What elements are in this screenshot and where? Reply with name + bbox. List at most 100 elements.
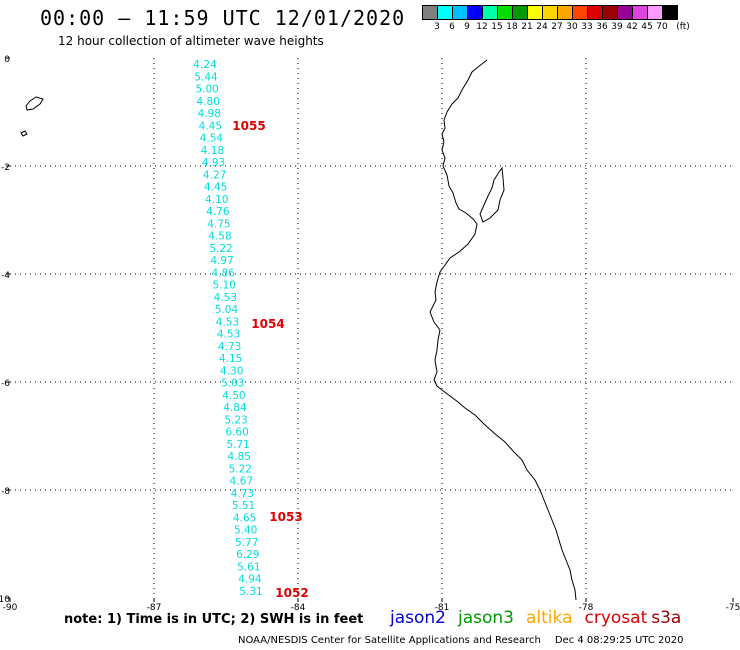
scale-tick-label: 30 [566,22,578,32]
footer-credit: NOAA/NESDIS Center for Satellite Applica… [238,635,683,646]
footer-note: note: 1) Time is in UTC; 2) SWH is in fe… [64,612,364,627]
wave-height-label: 5.23 [224,414,247,426]
scale-tick-label: 39 [611,22,623,32]
wave-height-label: 4.24 [193,59,217,71]
wave-height-label: 4.86 [211,267,235,279]
wave-height-label: 4.18 [201,145,224,157]
wave-height-label: 4.27 [203,169,226,181]
wave-height-label: 4.45 [199,120,222,132]
satellite-legend: jason2 jason3 altika cryosat s3a [390,608,693,628]
wave-height-label: 6.60 [225,427,248,439]
scale-tick-label: 12 [476,22,488,32]
wave-height-label: 5.22 [229,463,252,475]
wave-height-label: 4.30 [220,365,243,377]
wave-height-label: 6.29 [236,549,259,561]
wave-height-label: 5.03 [221,378,244,390]
scale-tick-label: 9 [464,22,470,32]
pass-time-label: 1052 [275,586,308,600]
wave-height-label: 5.31 [239,586,262,598]
scale-tick-label: 42 [626,22,638,32]
pass-time-label: 1053 [269,510,302,524]
scale-tick-label: 27 [551,22,563,32]
wave-height-label: 4.97 [210,255,233,267]
wave-height-label: 5.10 [213,280,236,292]
wave-height-label: 4.45 [204,182,227,194]
wave-height-label: 5.04 [215,304,239,316]
wave-height-label: 5.77 [235,537,258,549]
wave-height-label: 4.93 [202,157,225,169]
wave-height-label: 4.58 [208,231,231,243]
generated-timestamp: Dec 4 08:29:25 UTC 2020 [554,635,684,646]
scale-tick-label: 45 [641,22,653,32]
page-title: 00:00 – 11:59 UTC 12/01/2020 [40,6,406,30]
wave-height-label: 4.53 [216,316,239,328]
credit-text: NOAA/NESDIS Center for Satellite Applica… [238,635,541,646]
wave-height-label: 4.84 [223,402,247,414]
lon-tick-label: -90 [3,603,18,613]
wave-height-label: 4.75 [207,218,230,230]
scale-tick-label: 24 [536,22,548,32]
wave-height-label: 5.40 [234,525,257,537]
scale-tick-label: 33 [581,22,593,32]
page-subtitle: 12 hour collection of altimeter wave hei… [58,34,324,48]
scale-tick-label: 6 [449,22,455,32]
scale-tick-label: 21 [521,22,533,32]
lat-tick-label: -2 [1,163,10,173]
lon-tick-label: -84 [291,603,306,613]
lat-tick-label: -4 [1,271,10,281]
wave-height-label: 4.54 [200,133,224,145]
wave-height-label: 4.94 [238,574,262,586]
lon-tick-label: -75 [726,603,740,613]
lat-tick-label: -10 [0,595,10,605]
wave-height-label: 4.76 [206,206,230,218]
lat-tick-label: -8 [1,487,10,497]
scale-tick-label: 18 [506,22,518,32]
wave-height-label: 4.98 [198,108,221,120]
satellite-jason3-label: jason3 [458,608,514,628]
wave-height-label: 4.85 [228,451,251,463]
satellite-cryosat-label: cryosat [584,608,648,628]
color-scale-legend: 3 6 9 12 15 18 21 24 27 30 33 36 39 42 45 70 (ft) [422,5,690,32]
wave-height-label: 4.65 [233,512,256,524]
wave-height-label: 4.73 [218,341,241,353]
wave-height-label: 4.53 [214,292,237,304]
scale-tick-label: 3 [434,22,440,32]
wave-height-label: 4.80 [197,96,220,108]
wave-height-label: 5.22 [209,243,232,255]
wave-height-label: 4.15 [219,353,242,365]
pass-time-label: 1054 [251,317,284,331]
coastline [20,59,577,601]
lon-tick-label: -87 [147,603,162,613]
wave-height-label: 4.53 [217,329,240,341]
wave-height-label: 5.71 [226,439,249,451]
wave-height-label: 4.73 [231,488,254,500]
lat-tick-label: 0 [4,55,10,65]
scale-tick-label: 15 [491,22,503,32]
scale-unit-label: (ft) [676,22,690,32]
lat-tick-label: -6 [1,379,10,389]
latitude-labels: 0 -2 -4 -6 -8 -10 [0,55,10,605]
wave-height-label: 5.61 [237,561,260,573]
altimeter-track: 4.245.445.004.804.984.454.544.184.934.27… [193,59,262,598]
scale-tick-label: 36 [596,22,608,32]
pass-time-label: 1055 [232,119,265,133]
color-swatch [662,5,678,20]
lon-tick-label: -81 [435,603,450,613]
time-labels: 1055 1054 1053 1052 [232,119,308,600]
map-grid [6,57,734,602]
satellite-jason2-label: jason2 [390,608,446,628]
satellite-altika-label: altika [526,608,573,628]
lon-tick-label: -78 [579,603,594,613]
wave-height-label: 5.51 [232,500,255,512]
color-scale-labels: 3 6 9 12 15 18 21 24 27 30 33 36 39 42 45 70 (ft) [422,22,740,36]
scale-tick-label: 70 [656,22,668,32]
wave-height-label: 4.50 [222,390,245,402]
color-scale-swatches [422,5,678,20]
satellite-s3a-label: s3a [651,608,682,628]
wave-height-label: 4.67 [230,476,253,488]
wave-height-label: 4.10 [205,194,228,206]
longitude-labels: -90 -87 -84 -81 -78 -75 [3,603,740,613]
wave-height-label: 5.44 [194,71,218,83]
wave-height-label: 5.00 [195,84,218,96]
